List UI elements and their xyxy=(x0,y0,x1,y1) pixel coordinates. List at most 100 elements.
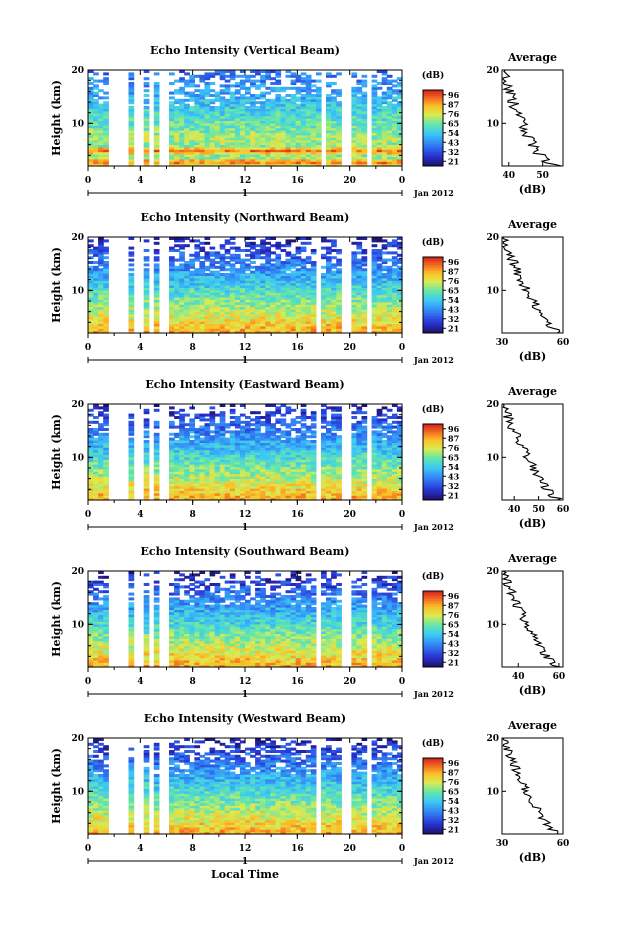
heatmap-cell xyxy=(336,249,342,252)
heatmap-cell xyxy=(356,285,363,288)
heatmap-cell xyxy=(255,287,261,291)
heatmap-cell xyxy=(260,139,266,143)
heatmap-cell xyxy=(88,113,94,117)
heatmap-cell xyxy=(153,318,160,322)
heatmap-cell xyxy=(204,301,211,305)
heatmap-cell xyxy=(234,103,241,107)
heatmap-cell xyxy=(214,137,221,141)
heatmap-cell xyxy=(143,316,150,320)
heatmap-cell xyxy=(290,144,297,148)
heatmap-cell xyxy=(351,110,358,114)
heatmap-cell xyxy=(174,258,180,262)
heatmap-cell xyxy=(295,483,302,487)
heatmap-cell xyxy=(260,464,266,467)
heatmap-cell xyxy=(179,106,185,109)
heatmap-cell xyxy=(255,485,261,489)
heatmap-cell xyxy=(381,497,388,501)
heatmap-cell xyxy=(204,72,211,76)
heatmap-cell xyxy=(98,256,104,260)
heatmap-cell xyxy=(88,452,94,455)
heatmap-cell xyxy=(381,261,388,264)
colorbar-tick-label: 54 xyxy=(448,295,460,305)
heatmap-cell xyxy=(224,275,231,279)
heatmap-cell xyxy=(229,287,236,291)
heatmap-cell xyxy=(103,454,109,458)
heatmap-cell xyxy=(88,70,94,73)
heatmap-cell xyxy=(245,459,251,463)
heatmap-cell xyxy=(209,277,216,281)
heatmap-cell xyxy=(356,125,363,129)
heatmap-cell xyxy=(305,480,312,484)
heatmap-cell xyxy=(290,452,297,455)
heatmap-cell xyxy=(315,151,322,155)
heatmap-cell xyxy=(194,480,201,484)
heatmap-cell xyxy=(391,435,398,439)
heatmap-cell xyxy=(331,89,337,93)
heatmap-cell xyxy=(245,158,251,162)
heatmap-cell xyxy=(326,156,332,160)
heatmap-cell xyxy=(204,115,211,119)
heatmap-cell xyxy=(255,430,261,434)
heatmap-cell xyxy=(381,246,388,250)
heatmap-cell xyxy=(219,485,226,489)
heatmap-cell xyxy=(295,456,302,460)
heatmap-cell xyxy=(239,130,246,133)
heatmap-cell xyxy=(128,289,135,293)
heatmap-cell xyxy=(305,139,312,143)
heatmap-cell xyxy=(143,440,150,443)
heatmap-cell xyxy=(326,275,332,279)
heatmap-cell xyxy=(128,98,135,102)
heatmap-cell xyxy=(361,154,368,157)
heatmap-cell xyxy=(371,464,378,467)
heatmap-cell xyxy=(143,282,150,286)
heatmap-cell xyxy=(219,108,226,112)
heatmap-cell xyxy=(310,108,317,112)
heatmap-cell xyxy=(386,456,393,460)
heatmap-cell xyxy=(239,84,246,88)
heatmap-cell xyxy=(93,106,99,109)
heatmap-cell xyxy=(386,309,393,312)
heatmap-cell xyxy=(396,330,403,334)
heatmap-cell xyxy=(391,437,398,441)
y-axis-label: Height (km) xyxy=(50,247,63,323)
heatmap-cell xyxy=(381,94,388,97)
heatmap-cell xyxy=(245,79,251,83)
heatmap-cell xyxy=(351,94,358,97)
heatmap-cell xyxy=(331,154,337,157)
heatmap-cell xyxy=(295,459,302,463)
heatmap-cell xyxy=(391,432,398,436)
heatmap-cell xyxy=(275,299,282,303)
heatmap-cell xyxy=(239,144,246,148)
heatmap-cell xyxy=(128,280,135,284)
heatmap-cell xyxy=(209,144,216,148)
heatmap-cell xyxy=(98,241,104,245)
heatmap-cell xyxy=(265,280,271,284)
heatmap-cell xyxy=(189,459,195,463)
heatmap-cell xyxy=(295,113,302,117)
heatmap-cell xyxy=(214,437,221,441)
heatmap-cell xyxy=(321,282,327,286)
heatmap-cell xyxy=(376,130,383,133)
heatmap-cell xyxy=(245,258,251,262)
heatmap-cell xyxy=(285,442,292,446)
heatmap-cell xyxy=(219,122,226,126)
heatmap-cell xyxy=(285,139,292,143)
heatmap-cell xyxy=(280,285,287,288)
heatmap-cell xyxy=(265,91,271,95)
heatmap-cell xyxy=(250,163,256,167)
heatmap-cell xyxy=(381,435,388,439)
heatmap-cell xyxy=(260,437,266,441)
heatmap-cell xyxy=(234,488,241,491)
heatmap-cell xyxy=(315,108,322,112)
heatmap-cell xyxy=(300,285,307,288)
colorbar-tick-label: 32 xyxy=(448,147,459,157)
heatmap-cell xyxy=(219,144,226,148)
heatmap-cell xyxy=(219,328,226,332)
heatmap-cell xyxy=(204,163,211,167)
heatmap-cell xyxy=(255,277,261,281)
heatmap-cell xyxy=(295,110,302,114)
heatmap-cell xyxy=(229,297,236,300)
heatmap-cell xyxy=(290,263,297,267)
heatmap-cell xyxy=(265,151,271,155)
heatmap-cell xyxy=(260,330,266,334)
